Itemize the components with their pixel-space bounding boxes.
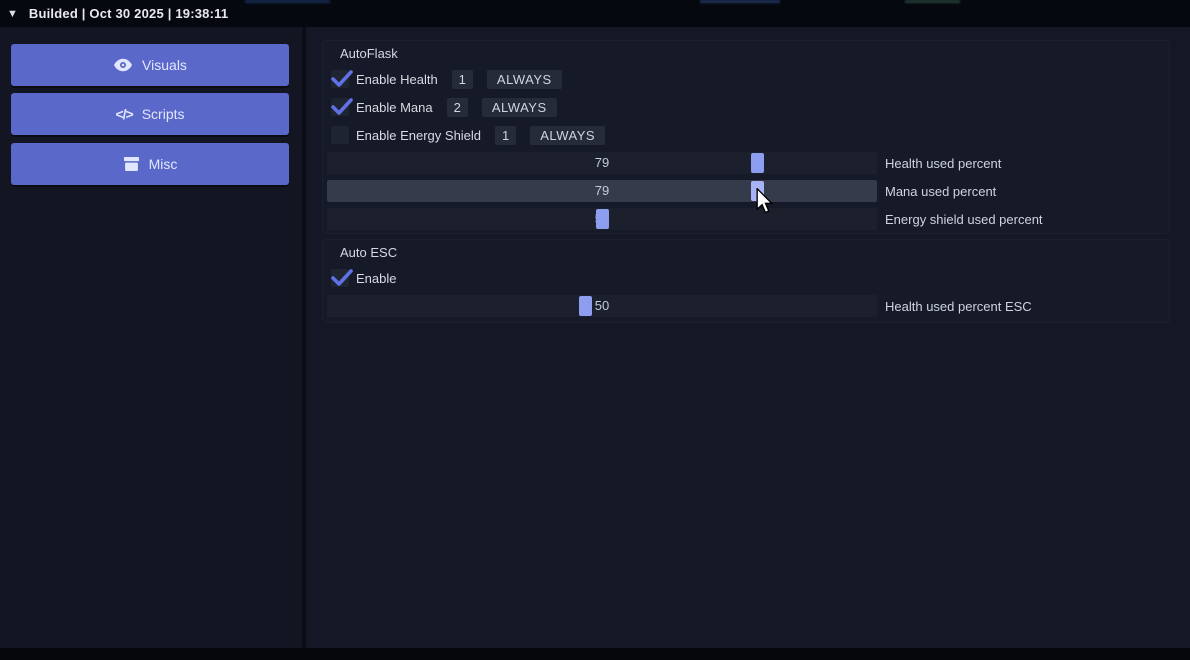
checkbox-checked[interactable] xyxy=(331,98,353,116)
slider-handle[interactable] xyxy=(579,296,593,316)
title-bar[interactable]: ▼ Builded | Oct 30 2025 | 19:38:11 xyxy=(0,0,1190,27)
screen-artifact xyxy=(905,0,960,3)
eye-icon xyxy=(113,57,133,73)
mode-dropdown[interactable]: ALWAYS xyxy=(481,97,557,117)
checkbox-checked[interactable] xyxy=(331,269,353,287)
checkbox-row: Enable Health 1 ALWAYS xyxy=(323,65,1169,93)
slider-value: 50 xyxy=(594,298,610,313)
window-bottom-edge xyxy=(0,648,1190,660)
hotkey-box[interactable]: 2 xyxy=(446,97,468,117)
slider-row: 79 Health used percent xyxy=(323,149,1169,177)
sidebar-button-visuals[interactable]: Visuals xyxy=(11,44,289,86)
code-icon: </> xyxy=(115,106,133,122)
slider-label: Health used percent ESC xyxy=(885,298,1032,314)
check-icon xyxy=(331,98,353,115)
slider-handle[interactable] xyxy=(751,181,765,201)
hotkey-box[interactable]: 1 xyxy=(451,69,473,89)
checkbox-unchecked[interactable] xyxy=(331,126,349,144)
checkbox-label: Enable Health xyxy=(356,71,438,87)
collapse-triangle-icon[interactable]: ▼ xyxy=(7,7,18,20)
sidebar-button-label: Scripts xyxy=(141,106,185,122)
slider-row: 79 Mana used percent xyxy=(323,177,1169,205)
check-icon xyxy=(331,269,353,286)
screen-artifact xyxy=(245,0,330,3)
slider-track[interactable]: 50 xyxy=(327,295,877,317)
sidebar: Visuals </> Scripts Misc xyxy=(0,27,302,648)
sidebar-button-scripts[interactable]: </> Scripts xyxy=(11,93,289,135)
archive-icon xyxy=(123,156,140,172)
slider-row: 50 Energy shield used percent xyxy=(323,205,1169,233)
slider-label: Health used percent xyxy=(885,155,1002,171)
sidebar-button-label: Misc xyxy=(148,156,178,172)
checkbox-row: Enable Mana 2 ALWAYS xyxy=(323,93,1169,121)
sidebar-divider xyxy=(302,27,306,648)
checkbox-row: Enable Energy Shield 1 ALWAYS xyxy=(323,121,1169,149)
sidebar-button-label: Visuals xyxy=(142,57,187,73)
menu-body: Visuals </> Scripts Misc AutoFlask Enable… xyxy=(0,27,1190,648)
slider-row: 50 Health used percent ESC xyxy=(323,292,1169,320)
screen-artifact xyxy=(700,0,780,3)
slider-label: Mana used percent xyxy=(885,183,997,199)
hotkey-box[interactable]: 1 xyxy=(495,125,517,145)
checkbox-label: Enable Energy Shield xyxy=(356,127,482,143)
mode-dropdown[interactable]: ALWAYS xyxy=(486,69,562,89)
slider-track[interactable]: 79 xyxy=(327,152,877,174)
window-title: Builded | Oct 30 2025 | 19:38:11 xyxy=(28,6,229,21)
slider-value: 79 xyxy=(594,183,610,198)
section-title: Auto ESC xyxy=(340,245,398,260)
slider-track[interactable]: 79 xyxy=(327,180,877,202)
slider-track[interactable]: 50 xyxy=(327,208,877,230)
slider-label: Energy shield used percent xyxy=(885,211,1043,227)
checkbox-row: Enable xyxy=(323,264,1169,292)
slider-handle[interactable] xyxy=(751,153,765,173)
check-icon xyxy=(331,70,353,87)
checkbox-label: Enable Mana xyxy=(356,99,433,115)
section-auto-esc: Auto ESC Enable 50 Health used percent ESC xyxy=(322,239,1170,323)
checkbox-checked[interactable] xyxy=(331,70,353,88)
section-title: AutoFlask xyxy=(340,46,398,61)
slider-value: 79 xyxy=(594,155,610,170)
sidebar-button-misc[interactable]: Misc xyxy=(11,143,289,185)
checkbox-label: Enable xyxy=(356,270,397,286)
slider-handle[interactable] xyxy=(595,209,609,229)
mode-dropdown[interactable]: ALWAYS xyxy=(530,125,606,145)
section-autoflask: AutoFlask Enable Health 1 ALWAYS Enable Mana… xyxy=(322,40,1170,234)
